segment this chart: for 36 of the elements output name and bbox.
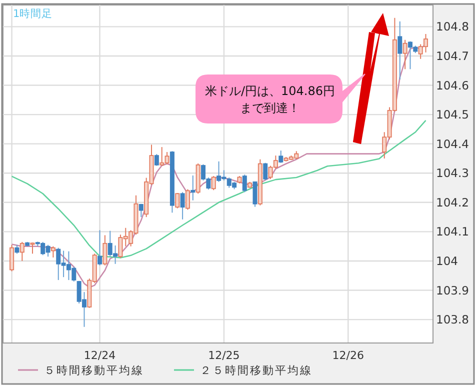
candlestick: [252, 181, 258, 208]
candlestick: [211, 176, 216, 191]
y-tick-label: 104: [436, 254, 458, 268]
candlestick: [190, 174, 196, 201]
candlestick: [20, 241, 24, 262]
candlestick: [138, 203, 144, 218]
y-tick-label: 103.8: [436, 312, 469, 327]
candlestick: [50, 246, 56, 258]
y-tick-label: 103.9: [436, 283, 469, 298]
candlestick: [278, 150, 284, 164]
x-tick-label: 12/26: [332, 349, 364, 362]
x-tick-label: 12/25: [208, 349, 240, 362]
candlestick: [175, 192, 180, 209]
candlestick: [154, 154, 159, 166]
legend-label: ５時間移動平均線: [44, 364, 144, 377]
annotation: まで到達！: [240, 101, 300, 115]
annotation: 米ドル/円は、104.86円: [204, 84, 336, 98]
y-tick-label: 104.1: [436, 224, 469, 239]
candlestick: [242, 174, 247, 193]
y-tick-label: 104.4: [436, 136, 469, 151]
candlestick: [30, 242, 35, 254]
candlestick: [102, 234, 108, 266]
x-tick-label: 12/24: [84, 349, 116, 362]
y-tick-label: 104.5: [436, 108, 469, 122]
y-tick-label: 104.7: [436, 48, 469, 63]
candlestick: [263, 162, 268, 181]
candlestick: [180, 192, 185, 220]
legend-label: ２５時間移動平均線: [200, 364, 312, 377]
y-tick-label: 104.8: [436, 20, 469, 34]
candlestick: [98, 230, 102, 266]
chart-title: 1時間足: [13, 7, 53, 20]
y-tick-label: 104.2: [436, 195, 469, 210]
y-tick-label: 104.3: [436, 166, 469, 180]
y-tick-label: 104.6: [436, 78, 469, 92]
candlestick: [10, 244, 14, 272]
candlestick: [185, 188, 190, 210]
